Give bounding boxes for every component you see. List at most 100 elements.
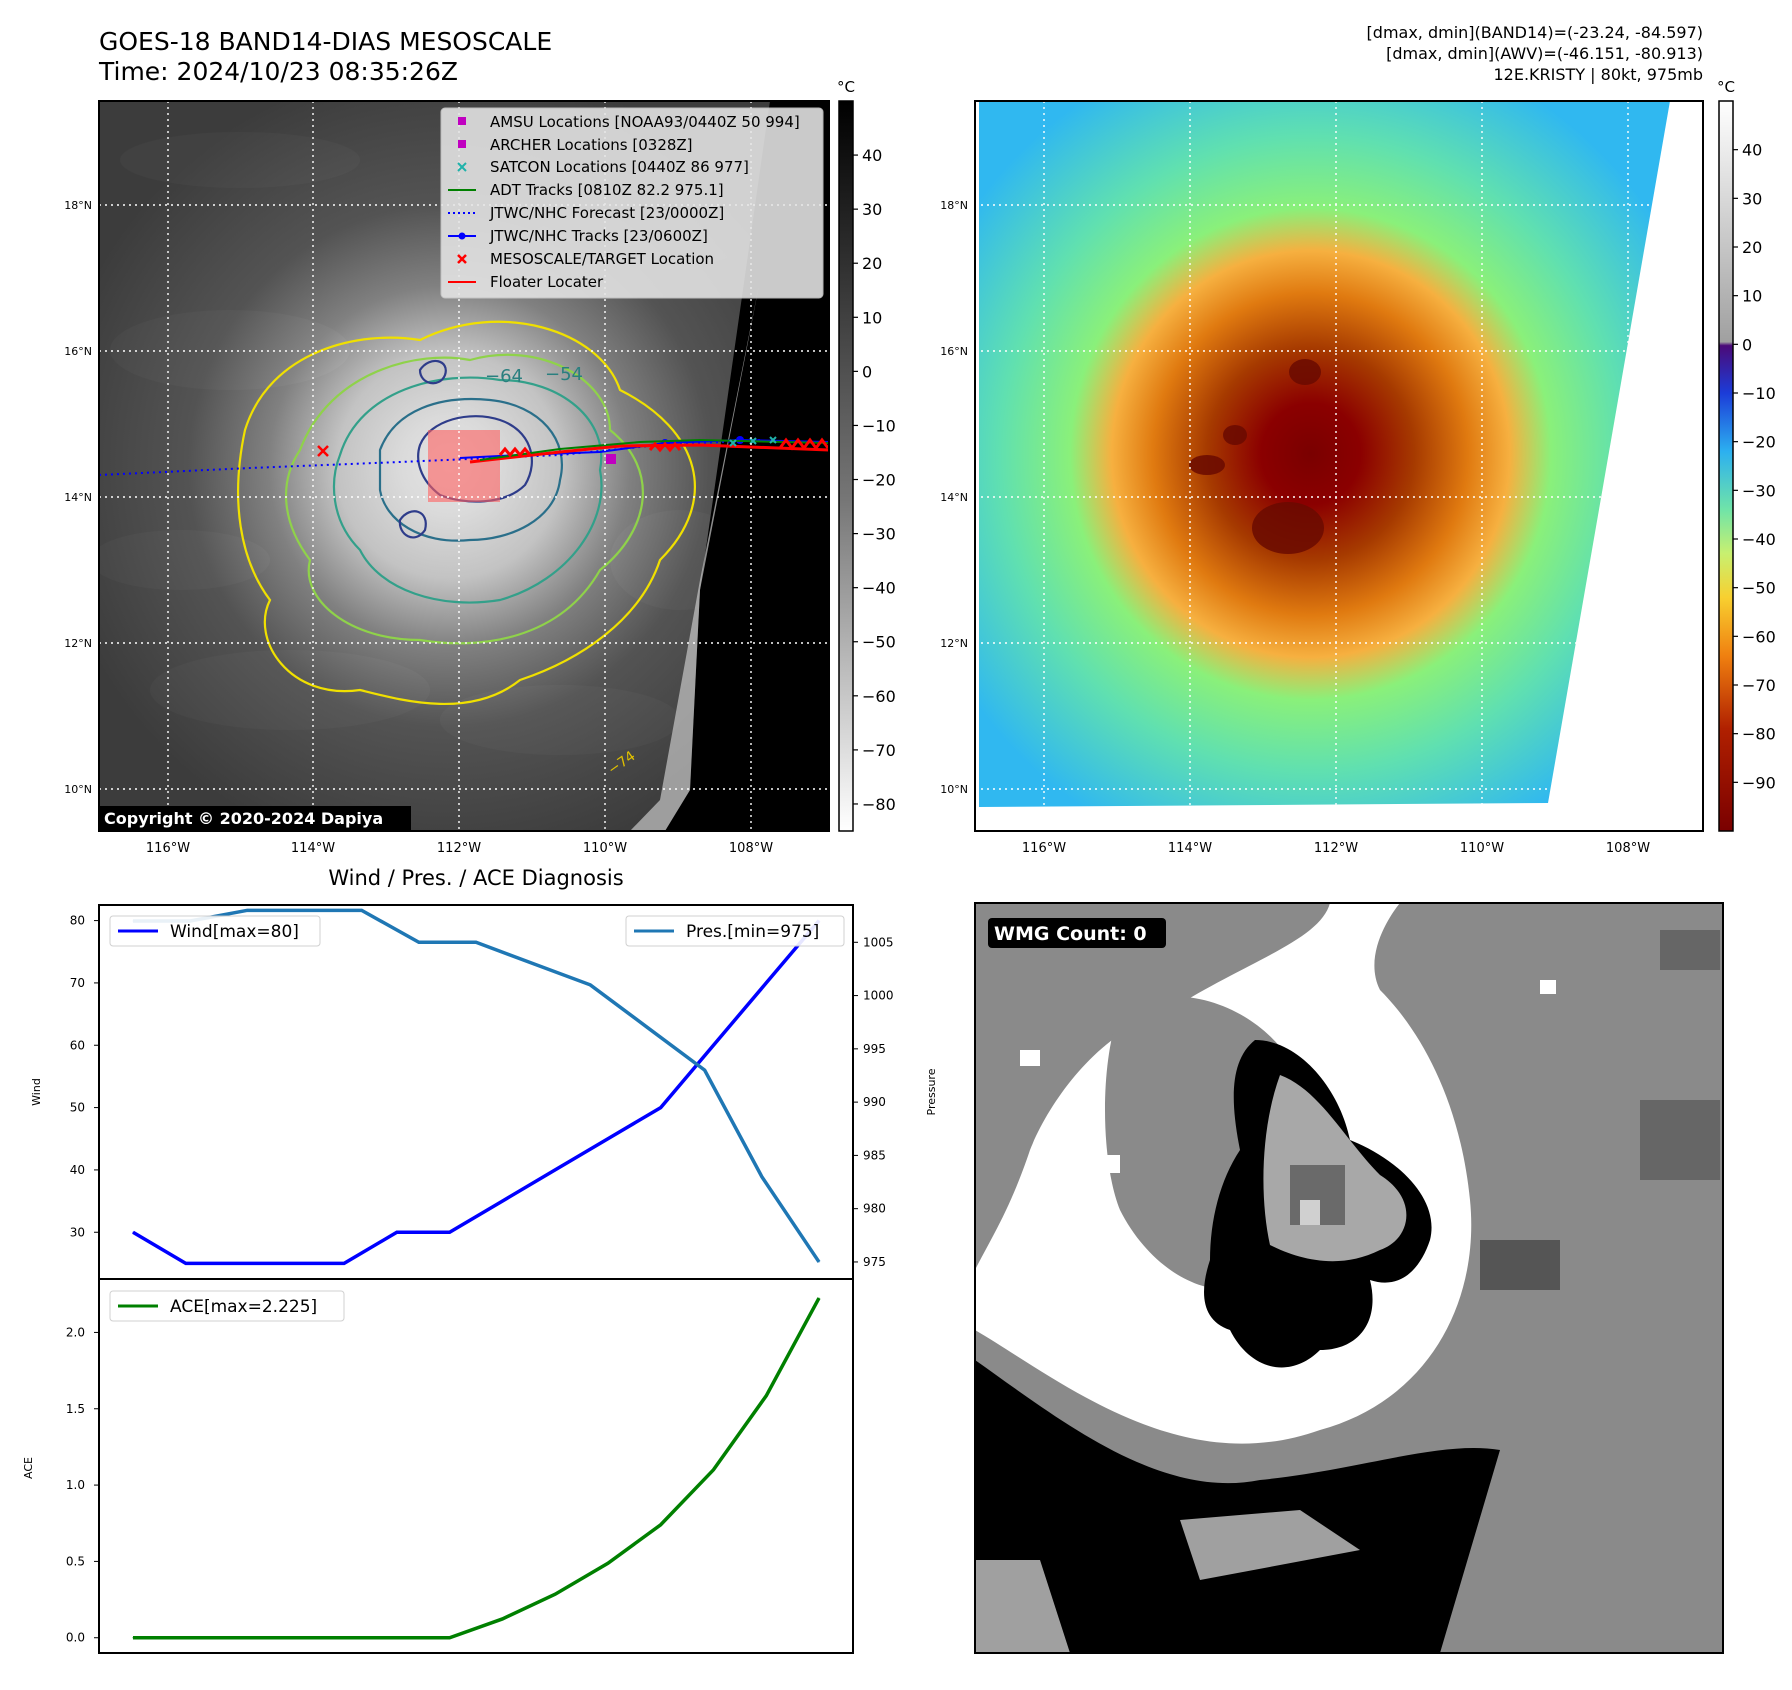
awv-colorbar-ramp [1718,100,1734,832]
legend-amsu: AMSU Locations [NOAA93/0440Z 50 994] [490,113,800,131]
lon-label: 114°W [291,841,335,856]
lon-label: 114°W [1168,841,1212,856]
ace-ytick-label: 1.5 [66,1402,85,1416]
wind-legend: Wind[max=80] [109,915,321,947]
ace-point [554,1593,556,1595]
ace-ytick-label: 2.0 [66,1325,85,1339]
wind-point [607,1138,609,1140]
wmg-dark-block [1480,1240,1560,1290]
ace-point [343,1637,345,1639]
floater-locater-line [469,443,829,464]
pressure-point [647,1027,648,1029]
copyright-box [99,806,411,831]
legend-forecast: JTWC/NHC Forecast [23/0000Z] [489,204,724,222]
ace-legend-label: ACE[max=2.225] [170,1297,317,1317]
wind-ytick-label: 70 [70,976,85,990]
legend-adt: ADT Tracks [0810Z 82.2 975.1] [490,181,724,199]
ir-colorbar-tick-label: −80 [862,795,896,814]
pres-legend: Pres.[min=975] [625,915,845,947]
wmg-white-speck [1090,1155,1120,1173]
wmg-count-badge: WMG Count: 0 [994,923,1147,945]
ir-colorbar-tick-label: −50 [862,633,896,652]
ace-point [660,1524,662,1526]
awv-image [979,101,1670,807]
ace-ytick-label: 1.0 [66,1478,85,1492]
wind-point [132,1231,134,1233]
awv-colorbar-tick-label: 40 [1742,141,1762,160]
ace-point [449,1637,451,1639]
ir-colorbar-tick-label: 20 [862,254,882,273]
legend-row: SATCON Locations [0440Z 86 977] [457,158,749,176]
ace-ytick-label: 0.0 [66,1631,85,1645]
pres-ytick-label: 1000 [863,989,894,1003]
lat-label: 18°N [64,199,92,212]
lat-label: 16°N [940,345,968,358]
ir-colorbar-tick-label: −10 [862,416,896,435]
awv-colorbar-tick-label: −50 [1742,579,1776,598]
awv-colorbar: °C 40 30 20 10 0 −10 −20 −30 −40 −50 −60 −70 −80 −90 [1717,78,1776,832]
pressure-point [361,909,363,911]
red-zigzag-marks [498,437,829,458]
awv-colorbar-tick-label: 10 [1742,287,1762,306]
stats-awv: [dmax, dmin](AWV)=(-46.151, -80.913) [1386,44,1703,63]
wind-pres-chart: 80 70 60 50 40 30 1005 1000 995 990 985 980 975 Wind… [30,904,938,1280]
ace-point [290,1637,292,1639]
pres-ytick-label: 990 [863,1095,886,1109]
lat-label: 12°N [64,637,92,650]
contour-label-minus54: −54 [545,364,583,385]
awv-lat-labels: 18°N 16°N 14°N 12°N 10°N [940,199,968,796]
amsu-marker [606,454,616,464]
wmg-gray-patch [1180,1510,1360,1580]
ir-lat-labels: 18°N 16°N 14°N 12°N 10°N [64,199,92,796]
lat-label: 18°N [940,199,968,212]
pressure-point [532,963,534,965]
ace-point [396,1637,398,1639]
wind-ytick-label: 60 [70,1038,85,1052]
awv-colorbar-tick-label: −20 [1742,433,1776,452]
wind-line [132,919,821,1266]
wmg-gray-patch [975,1560,1070,1653]
ace-chart: 2.0 1.5 1.0 0.5 0.0 ACE ACE[max=2.225] [22,1278,854,1654]
awv-colorbar-tick-label: −10 [1742,384,1776,403]
lat-label: 10°N [940,783,968,796]
awv-colorbar-tick-label: 20 [1742,238,1762,257]
wmg-eye-light [1300,1200,1320,1225]
wind-point [449,1231,451,1233]
wind-point [238,1262,240,1264]
wind-point [185,1262,187,1264]
ace-point [132,1637,134,1639]
timestamp: Time: 2024/10/23 08:35:26Z [98,57,458,86]
legend-target: MESOSCALE/TARGET Location [490,250,714,268]
ace-point [185,1637,187,1639]
wmg-panel: WMG Count: 0 [974,902,1724,1654]
stats-band14: [dmax, dmin](BAND14)=(-23.24, -84.597) [1367,23,1703,42]
wind-point [290,1262,292,1264]
awv-map-panel: 18°N 16°N 14°N 12°N 10°N 116°W 114°W 112… [940,78,1776,856]
diagnosis-title: Wind / Pres. / ACE Diagnosis [328,866,623,890]
legend-floater: Floater Locater [490,273,604,291]
wind-ytick-label: 50 [70,1101,85,1115]
wmg-frame [974,902,1724,1654]
figure-title: GOES-18 BAND14-DIAS MESOSCALE [99,27,552,56]
wind-point [712,1044,714,1046]
pres-ytick-label: 985 [863,1148,886,1162]
lon-label: 108°W [1606,841,1650,856]
pressure-point [704,1069,706,1071]
awv-colorbar-unit: °C [1717,78,1735,96]
ir-colorbar: °C 40 30 20 10 0 −10 −20 −30 −40 −50 −60 −70 −80 [837,78,896,832]
copyright: Copyright © 2020-2024 Dapiya [104,809,383,828]
wind-pres-frame [98,904,854,1280]
ir-colorbar-tick-label: 0 [862,362,872,381]
legend-row: JTWC/NHC Forecast [23/0000Z] [448,204,724,222]
lat-label: 10°N [64,783,92,796]
pressure-point [304,909,305,911]
wmg-dark-block [1660,930,1720,970]
lon-label: 110°W [1460,841,1504,856]
ace-point [712,1469,714,1471]
wmg-white-speck [1020,1050,1040,1066]
awv-colorbar-tick-label: −40 [1742,530,1776,549]
awv-colorbar-tick-label: −70 [1742,676,1776,695]
wind-point [396,1231,398,1233]
ace-point [765,1395,767,1397]
